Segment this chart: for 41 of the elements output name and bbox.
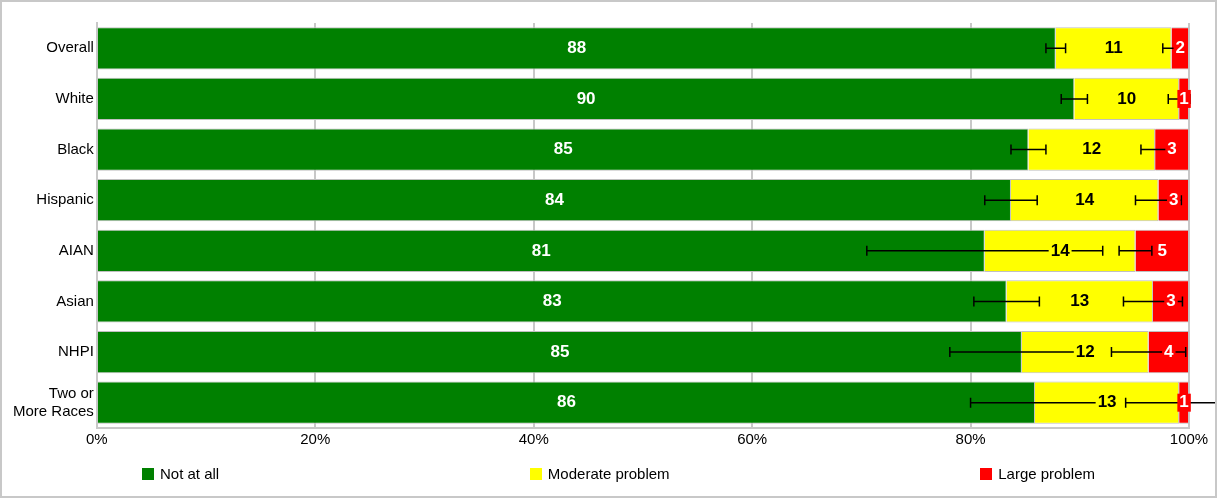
y-tick-label: NHPI — [58, 342, 94, 360]
data-label: 12 — [1075, 341, 1095, 361]
data-label: 13 — [1097, 392, 1117, 412]
legend-label: Large problem — [998, 465, 1095, 482]
x-tick-label: 100% — [1169, 430, 1209, 448]
data-label: 14 — [1075, 189, 1095, 209]
x-tick-label: 60% — [737, 430, 768, 448]
data-label: 1 — [1179, 392, 1189, 412]
data-label: 5 — [1157, 240, 1167, 260]
data-label: 3 — [1167, 139, 1177, 159]
data-label: 11 — [1104, 38, 1123, 57]
data-label: 81 — [531, 240, 551, 260]
x-tick-label: 0% — [86, 430, 108, 448]
legend-label: Not at all — [160, 465, 220, 482]
data-label: 12 — [1082, 139, 1102, 159]
y-tick-label: Overall — [46, 38, 94, 56]
y-tick-label: AIAN — [58, 240, 94, 258]
y-tick-label: Asian — [56, 291, 94, 309]
y-tick-label: Two or More Races — [13, 383, 94, 419]
data-label: 3 — [1168, 189, 1179, 209]
data-label: 2 — [1175, 38, 1185, 57]
data-label: 90 — [576, 88, 596, 108]
legend-label: Moderate problem — [547, 465, 670, 482]
data-label: 13 — [1070, 291, 1090, 311]
x-tick-label: 20% — [300, 430, 331, 448]
data-label: 84 — [544, 189, 565, 209]
x-tick-label: 40% — [518, 430, 549, 448]
y-tick-label: Hispanic — [36, 190, 95, 208]
data-label: 88 — [567, 38, 587, 57]
data-label: 1 — [1179, 88, 1189, 108]
data-label: 4 — [1164, 341, 1175, 361]
data-label: 3 — [1166, 291, 1176, 311]
data-label: 14 — [1050, 240, 1071, 260]
data-label: 85 — [553, 139, 573, 159]
y-tick-label: Black — [57, 139, 95, 157]
data-label: 85 — [550, 341, 570, 361]
x-tick-label: 80% — [955, 430, 986, 448]
y-tick-label: White — [55, 89, 94, 107]
data-label: 83 — [542, 291, 562, 311]
data-label: 86 — [556, 392, 576, 412]
data-label: 10 — [1117, 88, 1137, 108]
